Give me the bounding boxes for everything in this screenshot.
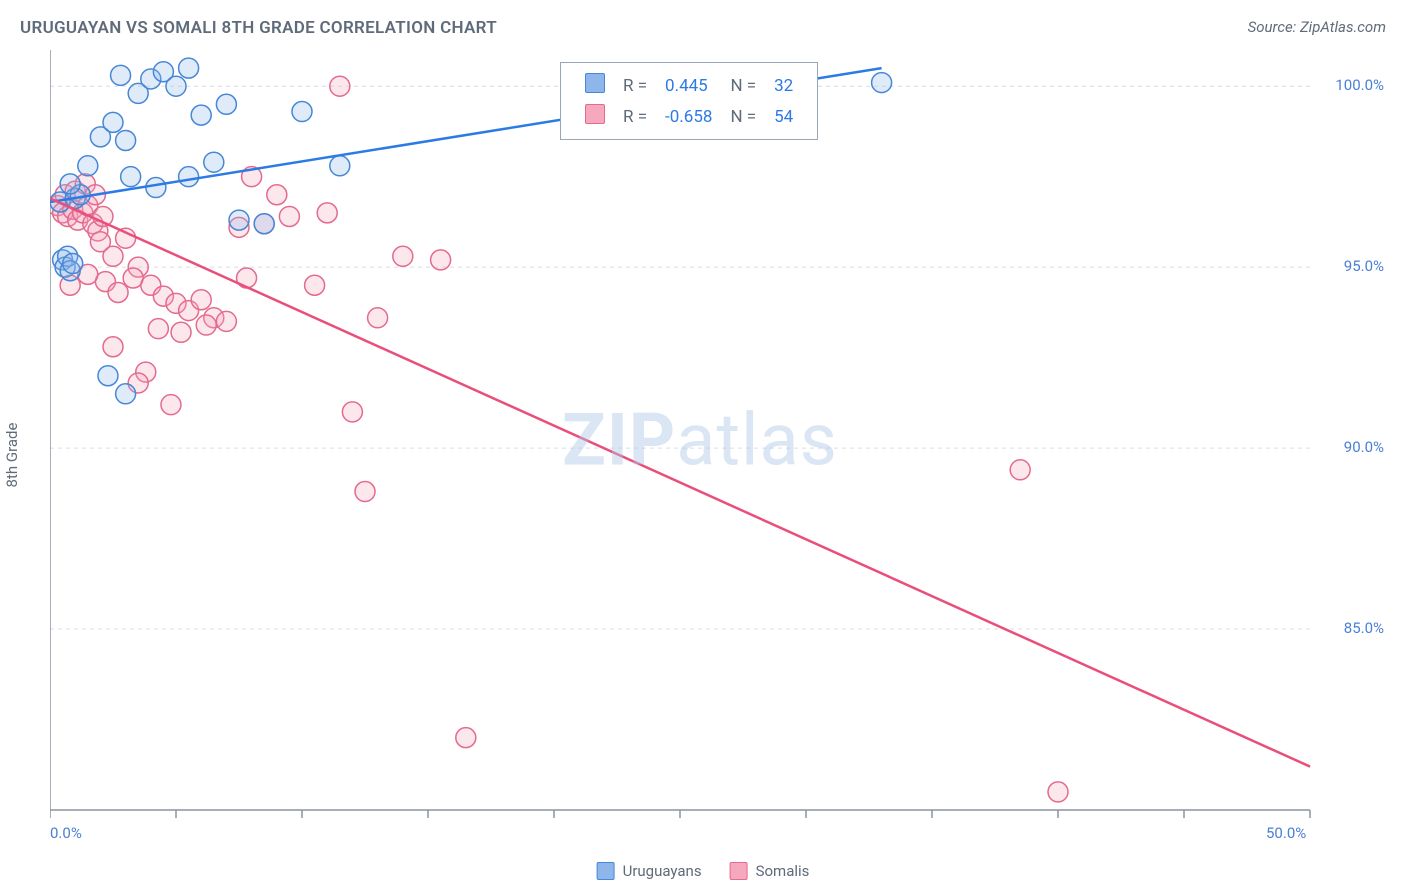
legend-item-somalis: Somalis [730, 862, 810, 880]
chart-area: ZIPatlas [50, 50, 1350, 830]
y-tick-label: 100.0% [1335, 76, 1384, 94]
y-axis-label: 8th Grade [3, 423, 21, 488]
x-tick-label: 0.0% [50, 824, 82, 842]
n-value-somalis: 54 [766, 102, 801, 131]
n-value-uruguayans: 32 [766, 71, 801, 100]
legend-label: Uruguayans [623, 862, 702, 880]
correlation-stats-box: R = 0.445 N = 32 R = -0.658 N = 54 [560, 62, 818, 140]
r-value-uruguayans: 0.445 [657, 71, 720, 100]
square-icon [730, 862, 748, 880]
legend-label: Somalis [756, 862, 810, 880]
legend-item-uruguayans: Uruguayans [597, 862, 702, 880]
square-icon [585, 73, 605, 93]
source-attribution: Source: ZipAtlas.com [1248, 18, 1386, 36]
r-value-somalis: -0.658 [657, 102, 720, 131]
y-tick-label: 85.0% [1344, 619, 1384, 637]
legend: Uruguayans Somalis [597, 862, 810, 880]
square-icon [585, 104, 605, 124]
stats-row-somalis: R = -0.658 N = 54 [577, 102, 801, 131]
scatter-chart [50, 50, 1350, 830]
y-tick-label: 90.0% [1344, 438, 1384, 456]
stats-row-uruguayans: R = 0.445 N = 32 [577, 71, 801, 100]
y-tick-label: 95.0% [1344, 257, 1384, 275]
x-tick-label: 50.0% [1266, 824, 1306, 842]
chart-title: URUGUAYAN VS SOMALI 8TH GRADE CORRELATIO… [20, 18, 497, 38]
square-icon [597, 862, 615, 880]
